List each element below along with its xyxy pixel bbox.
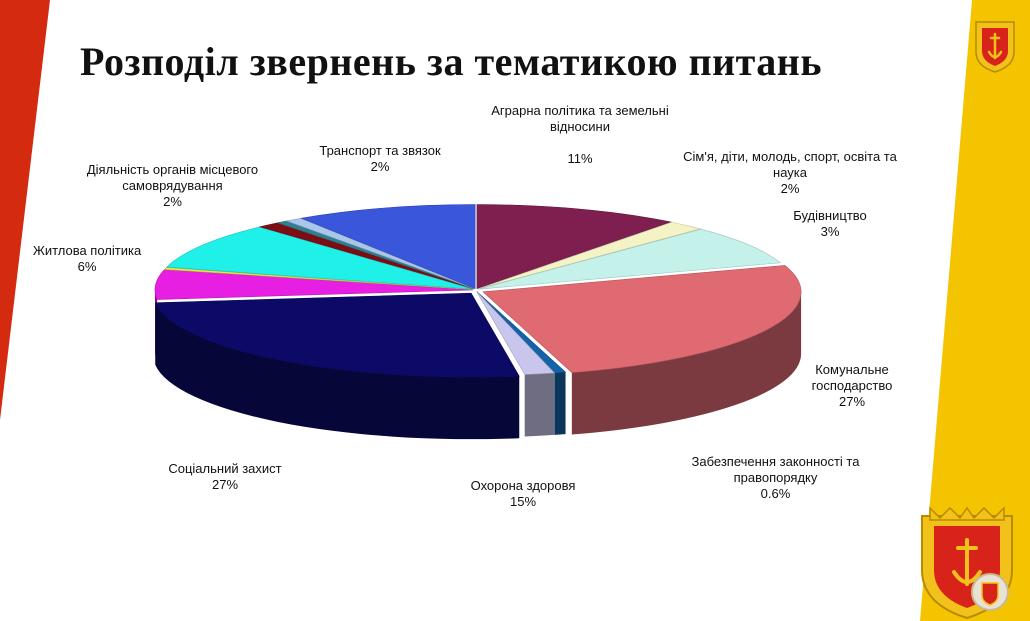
slide-title: Розподіл звернень за тематикою питань (80, 39, 822, 84)
slice-name: Транспорт та звязок (319, 143, 441, 158)
pie-slice-3 (482, 265, 802, 373)
slice-label-1: Сім'я, діти, молодь, спорт, освіта та на… (665, 149, 915, 197)
pie-slice-side-5 (524, 372, 555, 437)
slice-label-4: Забезпечення законності та правопорядку 0… (668, 454, 883, 502)
slice-percent: 3% (820, 224, 840, 239)
pie-slice-5 (476, 291, 556, 375)
pie-slice-13 (300, 204, 476, 290)
pie-slice-1 (477, 221, 702, 290)
slice-label-9: Діяльність органів місцевого самоврядува… (60, 162, 285, 210)
slice-label-2: Будівництво 3% (760, 208, 900, 240)
pie-slice-side-6 (155, 302, 520, 440)
slice-percent: 2% (370, 159, 390, 174)
slice-name: Сім'я, діти, молодь, спорт, освіта та на… (683, 149, 897, 180)
slice-percent: 27% (838, 394, 866, 409)
slice-name: Житлова політика (32, 243, 142, 258)
slice-label-12: Транспорт та звязок 2% (295, 143, 465, 175)
watermark-badge-icon (971, 573, 1009, 611)
slice-name: Охорона здоровя (470, 478, 576, 493)
slice-percent: 11% (567, 151, 593, 166)
pie-slice-12 (285, 218, 475, 290)
slice-name: Діяльність органів місцевого самоврядува… (86, 162, 259, 193)
right-accent-stripe (920, 0, 1030, 621)
slice-percent: 2% (163, 194, 182, 209)
pie-slice-side-4 (554, 372, 566, 435)
slice-name: Аграрна політика та земельні відносини (491, 103, 669, 134)
slice-label-6: Соціальний захист 27% (140, 461, 310, 493)
slice-name: Комунальне господарство (811, 362, 893, 393)
pie-slice-side-3 (571, 291, 802, 435)
pie-slice-6 (154, 292, 520, 378)
left-accent-stripe (0, 0, 50, 420)
pie-slice-2 (478, 228, 782, 290)
slice-name: Забезпечення законності та правопорядку (691, 454, 860, 485)
pie-slice-9 (165, 226, 474, 290)
pie-slice-8 (163, 267, 474, 290)
pie-slice-0 (476, 204, 672, 290)
slice-label-3: Комунальне господарство 27% (782, 362, 922, 410)
slice-label-5: Охорона здоровя 15% (428, 478, 618, 510)
coat-of-arms-small-icon (975, 21, 1015, 73)
pie-slice-7 (154, 269, 474, 300)
pie-chart (154, 204, 802, 440)
slice-percent: 0.6% (760, 486, 791, 501)
slice-name: Будівництво (793, 208, 867, 223)
slice-label-0: Аграрна політика та земельні відносини 11… (470, 103, 690, 167)
slice-percent: 2% (780, 181, 800, 196)
slice-percent: 15% (509, 494, 537, 509)
slice-name: Соціальний захист (168, 461, 282, 476)
slice-percent: 27% (211, 477, 239, 492)
slice-label-7: Житлова політика 6% (12, 243, 162, 275)
slice-percent: 6% (77, 259, 97, 274)
